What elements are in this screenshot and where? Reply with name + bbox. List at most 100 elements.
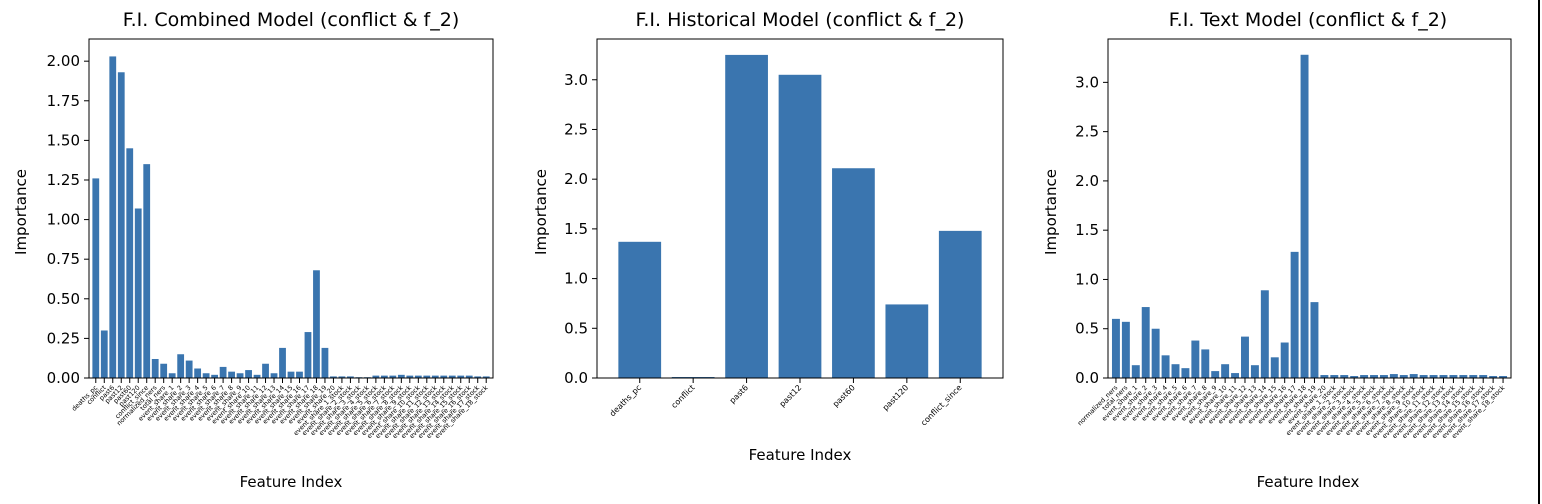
bar: [117, 72, 125, 379]
plot-frame: [596, 38, 1004, 379]
bar: [321, 347, 329, 378]
bar: [1270, 357, 1279, 378]
historical-model-panel: F.I. Historical Model (conflict & f_2) I…: [532, 9, 1004, 464]
y-ticks: 0.00 0.25 0.50 0.75 1.00 1.25 1.50 1.75 2.00: [47, 52, 89, 387]
bar: [287, 371, 295, 378]
bar: [296, 371, 303, 378]
bar: [1171, 364, 1180, 378]
bar: [1340, 375, 1349, 378]
bar: [109, 56, 117, 379]
bar: [465, 375, 473, 378]
bar: [253, 374, 261, 378]
chart-title: F.I. Historical Model (conflict & f_2): [636, 9, 965, 31]
bar: [406, 375, 414, 378]
bar: [1310, 302, 1319, 378]
bar: [1469, 375, 1478, 378]
bar: [372, 375, 380, 378]
bar: [1111, 318, 1120, 378]
bar: [270, 373, 278, 378]
y-tick-label: 3.0: [1075, 73, 1099, 91]
bar: [262, 363, 269, 378]
y-tick-label: 2.5: [564, 120, 588, 138]
bar: [1250, 365, 1259, 378]
bar: [1370, 375, 1378, 378]
bar: [245, 370, 252, 378]
y-tick-label: 2.0: [564, 170, 588, 188]
x-tick-label: conflict_since: [919, 383, 964, 428]
bar: [168, 373, 176, 378]
bars: [1111, 54, 1508, 379]
y-tick-label: 1.75: [47, 92, 80, 110]
bar: [151, 358, 159, 378]
bar: [1489, 376, 1498, 378]
bar: [177, 354, 185, 378]
bar: [1221, 364, 1230, 378]
bar: [1300, 54, 1309, 379]
y-tick-label: 1.00: [47, 211, 80, 229]
y-tick-label: 1.25: [47, 171, 80, 189]
bar: [1320, 375, 1329, 378]
bar: [1201, 349, 1210, 378]
bar: [330, 376, 337, 378]
bar: [1191, 340, 1200, 378]
x-tick-label: conflict: [670, 383, 697, 410]
chart-title: F.I. Combined Model (conflict & f_2): [123, 9, 460, 31]
combined-model-panel: F.I. Combined Model (conflict & f_2) Imp…: [12, 9, 494, 491]
y-ticks: 0.0 0.5 1.0 1.5 2.0 2.5 3.0: [564, 71, 597, 387]
bar: [448, 375, 456, 378]
bar: [423, 375, 431, 378]
bar: [219, 366, 227, 378]
plot-frame: [88, 38, 494, 379]
bar: [474, 376, 482, 378]
bar: [1161, 355, 1170, 378]
y-tick-label: 1.50: [47, 131, 80, 149]
bar: [185, 360, 193, 378]
bar: [236, 373, 244, 378]
y-tick-label: 2.5: [1075, 123, 1099, 141]
bar: [1280, 342, 1289, 378]
bar: [1181, 368, 1190, 378]
bar: [1389, 374, 1398, 378]
bar: [1449, 375, 1458, 378]
window-edge: [1538, 0, 1540, 504]
bar: [1419, 375, 1428, 378]
bar: [1260, 290, 1269, 378]
y-tick-label: 0.5: [564, 319, 588, 337]
bar: [1141, 307, 1150, 378]
x-ticks: deaths_pcconflictpast6past12past60past12…: [70, 378, 490, 440]
bar: [1290, 251, 1299, 378]
x-axis-label: Feature Index: [240, 473, 343, 491]
bar: [414, 375, 422, 378]
y-tick-label: 0.00: [47, 369, 80, 387]
bar: [304, 332, 312, 378]
y-tick-label: 0.25: [47, 329, 80, 347]
y-axis-label: Importance: [532, 169, 550, 255]
bar: [1459, 375, 1468, 378]
x-ticks: normalized_nerstotal_nersevent_share_1ev…: [1076, 378, 1507, 440]
y-tick-label: 0.75: [47, 250, 80, 268]
y-ticks: 0.0 0.5 1.0 1.5 2.0 2.5 3.0: [1075, 73, 1108, 387]
bar: [397, 374, 405, 378]
bar: [1350, 376, 1359, 378]
bars: [618, 54, 982, 378]
bar: [1151, 328, 1160, 378]
bar: [431, 375, 439, 378]
bar: [1330, 375, 1339, 378]
bar: [194, 368, 202, 378]
y-tick-label: 3.0: [564, 71, 588, 89]
bar: [1211, 371, 1220, 378]
bar: [160, 363, 168, 378]
bar: [1360, 375, 1369, 378]
x-tick-label: deaths_pc: [608, 383, 643, 418]
bars: [92, 56, 490, 379]
bar: [440, 375, 448, 378]
y-axis-label: Importance: [12, 169, 30, 255]
bar: [1499, 376, 1508, 378]
bar: [1121, 321, 1130, 378]
bar: [143, 164, 151, 378]
x-tick-label: past60: [831, 383, 857, 409]
y-tick-label: 1.0: [564, 270, 588, 288]
x-axis-label: Feature Index: [1257, 473, 1360, 491]
bar: [126, 148, 134, 378]
